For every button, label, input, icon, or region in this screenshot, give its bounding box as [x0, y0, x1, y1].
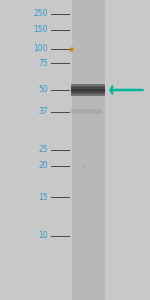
Text: 20: 20 — [38, 161, 48, 170]
Bar — [70, 93, 105, 94]
Text: 50: 50 — [38, 85, 48, 94]
Bar — [70, 88, 105, 90]
Text: 75: 75 — [38, 58, 48, 68]
Text: 250: 250 — [33, 9, 48, 18]
Text: 100: 100 — [33, 44, 48, 53]
Bar — [70, 90, 105, 92]
Bar — [70, 109, 102, 114]
Bar — [70, 87, 105, 88]
Bar — [70, 94, 105, 96]
Text: 25: 25 — [38, 146, 48, 154]
Text: 15: 15 — [38, 193, 48, 202]
Bar — [70, 92, 105, 93]
Bar — [72, 0, 105, 300]
Text: 10: 10 — [38, 231, 48, 240]
Bar — [70, 86, 105, 87]
Text: 150: 150 — [33, 26, 48, 34]
Bar — [70, 84, 105, 86]
Text: 37: 37 — [38, 107, 48, 116]
